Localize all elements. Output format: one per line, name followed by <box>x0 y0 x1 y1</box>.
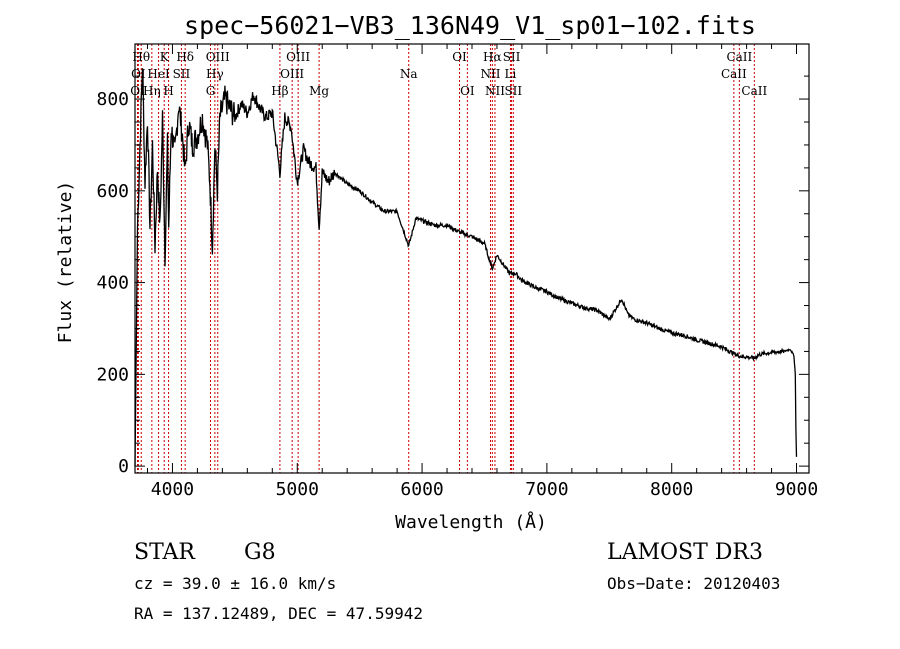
spectral-line-label: K <box>160 50 170 64</box>
spectral-line-label: OI <box>131 67 146 81</box>
spectral-lines-layer <box>136 44 755 473</box>
axis-ticks: 4000 5000 6000 7000 8000 9000 0 200 400 600 800 <box>96 44 818 500</box>
spectral-line-label: Li <box>505 67 517 81</box>
spectral-line-label: OIII <box>280 67 304 81</box>
spectral-line-label: Hγ <box>206 67 224 81</box>
x-tick-label: 5000 <box>276 479 319 500</box>
x-axis-label: Wavelength (Å) <box>395 511 547 533</box>
x-tick-label: 6000 <box>400 479 443 500</box>
object-type: STAR <box>134 540 196 565</box>
coordinates: RA = 137.12489, DEC = 47.59942 <box>134 604 423 623</box>
spectral-line-label: G <box>206 84 216 98</box>
plot-frame <box>134 43 810 474</box>
spectral-line-label: NII <box>480 67 500 81</box>
survey-name: LAMOST DR3 <box>607 540 763 565</box>
spectrum-series <box>134 68 798 467</box>
spectral-line-label: OI <box>452 50 467 64</box>
observation-date: Obs−Date: 20120403 <box>607 574 780 593</box>
x-tick-label: 9000 <box>775 479 818 500</box>
y-tick-label: 800 <box>96 89 129 110</box>
redshift-cz: cz = 39.0 ± 16.0 km/s <box>134 574 336 593</box>
x-tick-label: 8000 <box>650 479 693 500</box>
spectral-line-label: CaII <box>726 50 752 64</box>
spectral-line-label: Hθ <box>132 50 150 64</box>
spectral-line-label: Hα <box>483 50 502 64</box>
spectral-line-label: SII <box>173 67 191 81</box>
spectral-line-label: OIII <box>206 50 230 64</box>
spectral-line-label: OI <box>460 84 475 98</box>
spectral-line-label: CaII <box>721 67 747 81</box>
y-tick-label: 600 <box>96 181 129 202</box>
spectral-line-label: OIII <box>286 50 310 64</box>
spectral-line-labels: OIOIHθHηHeIKHSIIHδGHγOIIIHβOIIIOIIIMgNaO… <box>130 50 767 98</box>
spectral-line-label: H <box>163 84 173 98</box>
spectral-line-label: Hη <box>143 84 161 98</box>
y-tick-label: 0 <box>118 456 129 477</box>
object-subclass: G8 <box>244 540 276 565</box>
spectral-line-label: Na <box>400 67 418 81</box>
spectral-line-label: NII <box>485 84 505 98</box>
chart-title: spec−56021−VB3_136N49_V1_sp01−102.fits <box>184 11 756 40</box>
spectral-line-label: CaII <box>741 84 767 98</box>
x-tick-label: 4000 <box>151 479 194 500</box>
spectral-line-label: SII <box>503 50 521 64</box>
spectral-line-label: Hδ <box>176 50 194 64</box>
spectral-line-label: Hβ <box>271 84 288 98</box>
spectral-line-label: SII <box>504 84 522 98</box>
x-tick-label: 7000 <box>525 479 568 500</box>
spectral-line-label: HeI <box>147 67 170 81</box>
spectral-line-label: Mg <box>309 84 329 98</box>
y-axis-label: Flux (relative) <box>55 181 76 344</box>
y-tick-label: 200 <box>96 364 129 385</box>
y-tick-label: 400 <box>96 273 129 294</box>
